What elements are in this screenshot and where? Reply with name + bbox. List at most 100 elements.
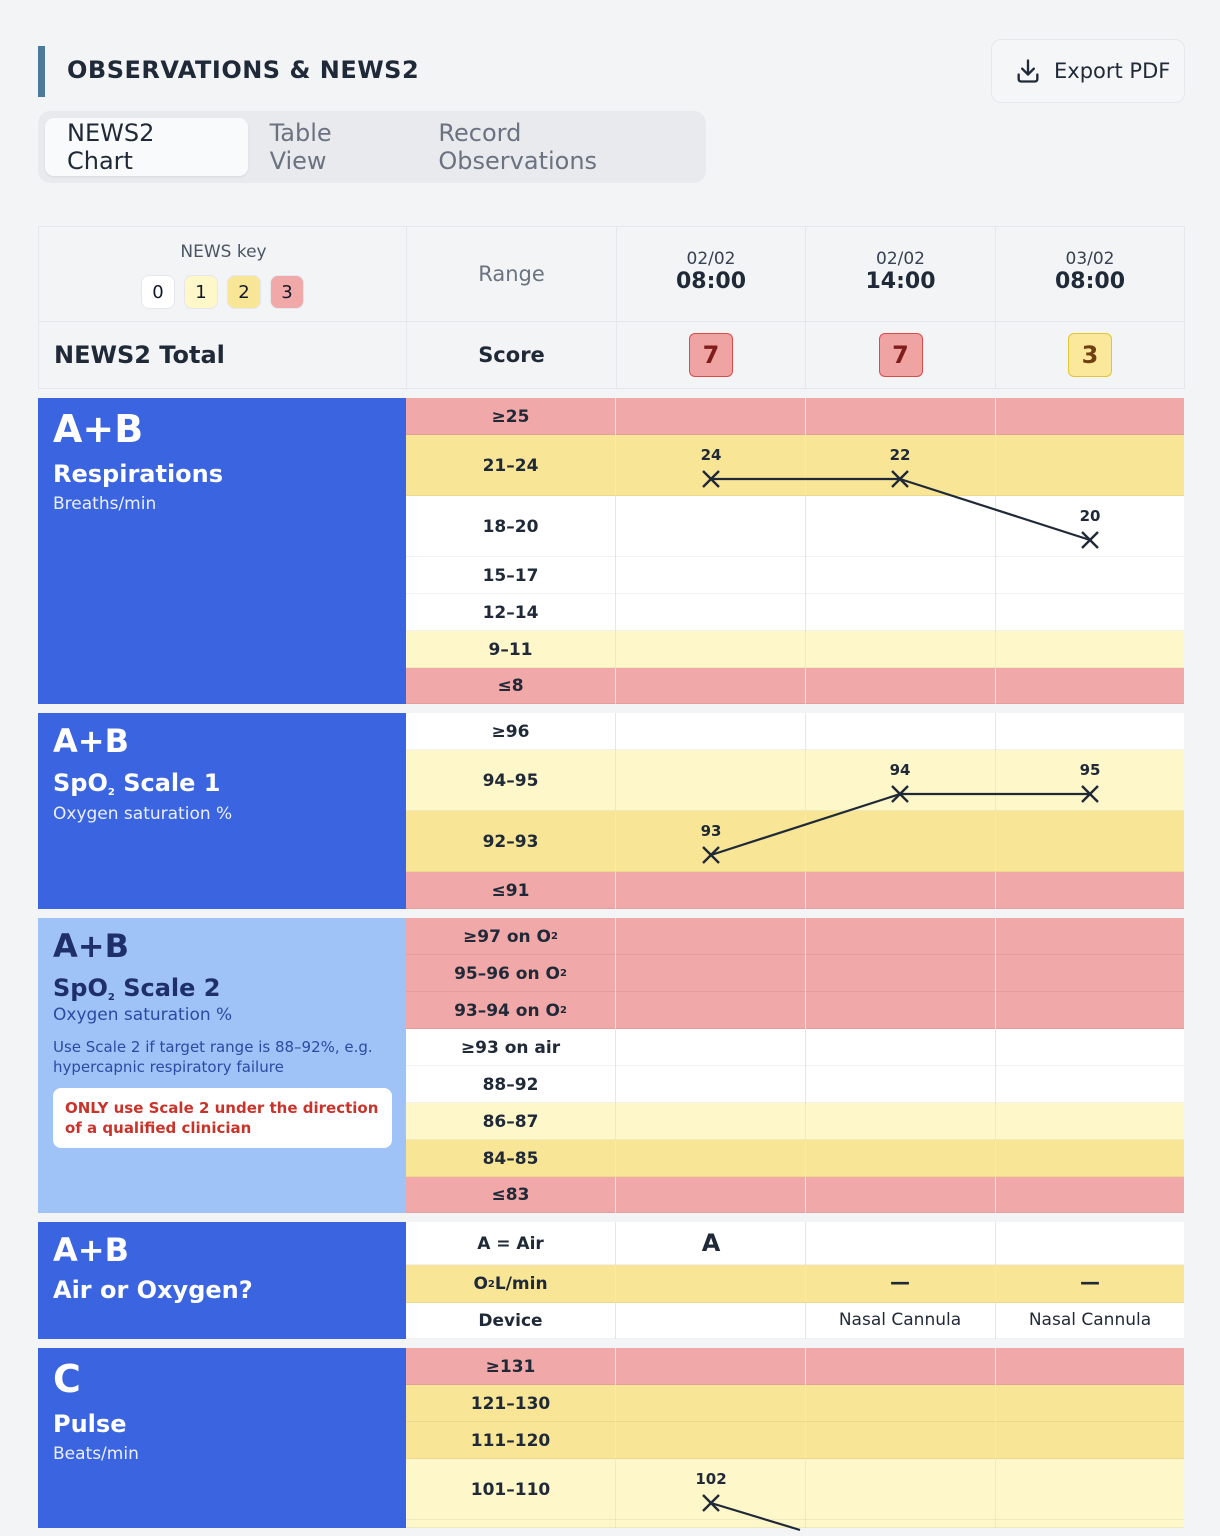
range-label: 21–24 [406, 435, 616, 496]
row-divider [406, 703, 1184, 704]
column-divider [995, 1303, 996, 1339]
column-divider [995, 557, 996, 594]
respirations-range-row: 9–11 [406, 631, 1184, 668]
column-divider [995, 1422, 996, 1459]
news-key-3: 3 [270, 275, 304, 309]
column-divider [805, 1303, 806, 1339]
row-divider [406, 1338, 1184, 1339]
column-divider [805, 955, 806, 992]
range-header-label: Range [478, 262, 545, 286]
section-code: A+B [53, 407, 144, 451]
range-label: 84–85 [406, 1140, 616, 1177]
column-divider [995, 1177, 996, 1213]
header-accent-bar [38, 46, 45, 97]
device-value: Nasal Cannula [1028, 1310, 1152, 1330]
o2-flow-value: — [1080, 1270, 1100, 1294]
range-label: ≥96 [406, 713, 616, 750]
column-time: 14:00 [865, 269, 936, 294]
scale2-warning: ONLY use Scale 2 under the direction of … [53, 1087, 392, 1148]
spo2-scale2-section-label: A+B SpO2 Scale 2 Oxygen saturation % Use… [38, 918, 407, 1213]
total-score-badge: 7 [878, 333, 923, 377]
row-divider [406, 1102, 1184, 1103]
tab-record-observations[interactable]: Record Observations [438, 119, 598, 175]
row-divider [406, 908, 1184, 909]
range-label: ≤91 [406, 872, 616, 909]
column-divider [995, 811, 996, 872]
column-header-3[interactable]: 03/02 08:00 [995, 226, 1185, 322]
news2-total-label: NEWS2 Total [54, 341, 225, 369]
spo2-scale2-range-row: ≥93 on air [406, 1029, 1184, 1066]
section-code: A+B [53, 722, 129, 760]
section-name: SpO2 Scale 2 [53, 974, 221, 1003]
section-code: A+B [53, 927, 129, 965]
column-divider [805, 1103, 806, 1140]
section-unit: Beats/min [53, 1444, 139, 1464]
section-name: SpO2 Scale 1 [53, 769, 221, 798]
respirations-range-row: 15–17 [406, 557, 1184, 594]
column-divider [995, 872, 996, 909]
column-divider [995, 435, 996, 496]
column-divider [995, 1459, 996, 1520]
range-header: Range [406, 226, 617, 322]
column-divider [995, 1222, 996, 1265]
column-date: 03/02 [1065, 249, 1115, 269]
news-key-cell: NEWS key 0 1 2 3 [38, 226, 407, 322]
pulse-range-row [406, 1520, 1184, 1528]
pulse-section-label: C Pulse Beats/min [38, 1348, 407, 1528]
column-divider [995, 1348, 996, 1385]
range-label: 88–92 [406, 1066, 616, 1103]
tab-table-view[interactable]: Table View [269, 119, 332, 175]
column-divider [995, 1520, 996, 1528]
total-score-badge: 7 [689, 333, 733, 377]
range-label: 9–11 [406, 631, 616, 668]
row-divider [406, 1264, 1184, 1265]
news-key-label: NEWS key [180, 242, 267, 262]
view-tabs: NEWS2 Chart Table View Record Observatio… [38, 111, 706, 183]
column-time: 08:00 [675, 269, 747, 294]
spo2-scale2-range-row: 84–85 [406, 1140, 1184, 1177]
range-label: 86–87 [406, 1103, 616, 1140]
column-divider [805, 1177, 806, 1213]
respirations-range-row: 21–24 [406, 435, 1184, 496]
score-label: Score [478, 343, 545, 367]
range-label: 94–95 [406, 750, 616, 811]
range-label: 121–130 [406, 1385, 616, 1422]
news-key-0: 0 [141, 275, 175, 309]
range-label: ≥93 on air [406, 1029, 616, 1066]
spo2-scale1-range-row: ≥96 [406, 713, 1184, 750]
respirations-range-row: 18–20 [406, 496, 1184, 557]
column-divider [995, 1066, 996, 1103]
news2-total-label-cell: NEWS2 Total [38, 321, 407, 389]
range-label: ≥25 [406, 398, 616, 435]
spo2-scale1-range-row: ≤91 [406, 872, 1184, 909]
export-pdf-label: Export PDF [1054, 59, 1171, 83]
row-divider [406, 630, 1184, 631]
row-divider [406, 1458, 1184, 1459]
range-label: 101–110 [406, 1459, 616, 1520]
respirations-range-row: ≥25 [406, 398, 1184, 435]
column-divider [805, 594, 806, 631]
column-divider [805, 992, 806, 1029]
column-divider [995, 398, 996, 435]
column-date: 02/02 [686, 249, 736, 269]
row-divider [406, 1176, 1184, 1177]
column-header-2[interactable]: 02/02 14:00 [805, 226, 996, 322]
column-header-1[interactable]: 02/02 08:00 [616, 226, 806, 322]
pulse-range-row: 101–110 [406, 1459, 1184, 1520]
tab-news2-chart[interactable]: NEWS2 Chart [45, 118, 248, 176]
range-label [406, 1520, 616, 1528]
column-date: 02/02 [876, 249, 925, 269]
row-divider [406, 954, 1184, 955]
news-key-2: 2 [227, 275, 261, 309]
row-divider [406, 434, 1184, 435]
air-value: A [701, 1229, 721, 1257]
section-unit: Oxygen saturation % [53, 804, 233, 824]
respirations-range-row: 12–14 [406, 594, 1184, 631]
export-pdf-button[interactable]: Export PDF [991, 39, 1185, 103]
column-divider [805, 435, 806, 496]
row-divider [406, 1212, 1184, 1213]
